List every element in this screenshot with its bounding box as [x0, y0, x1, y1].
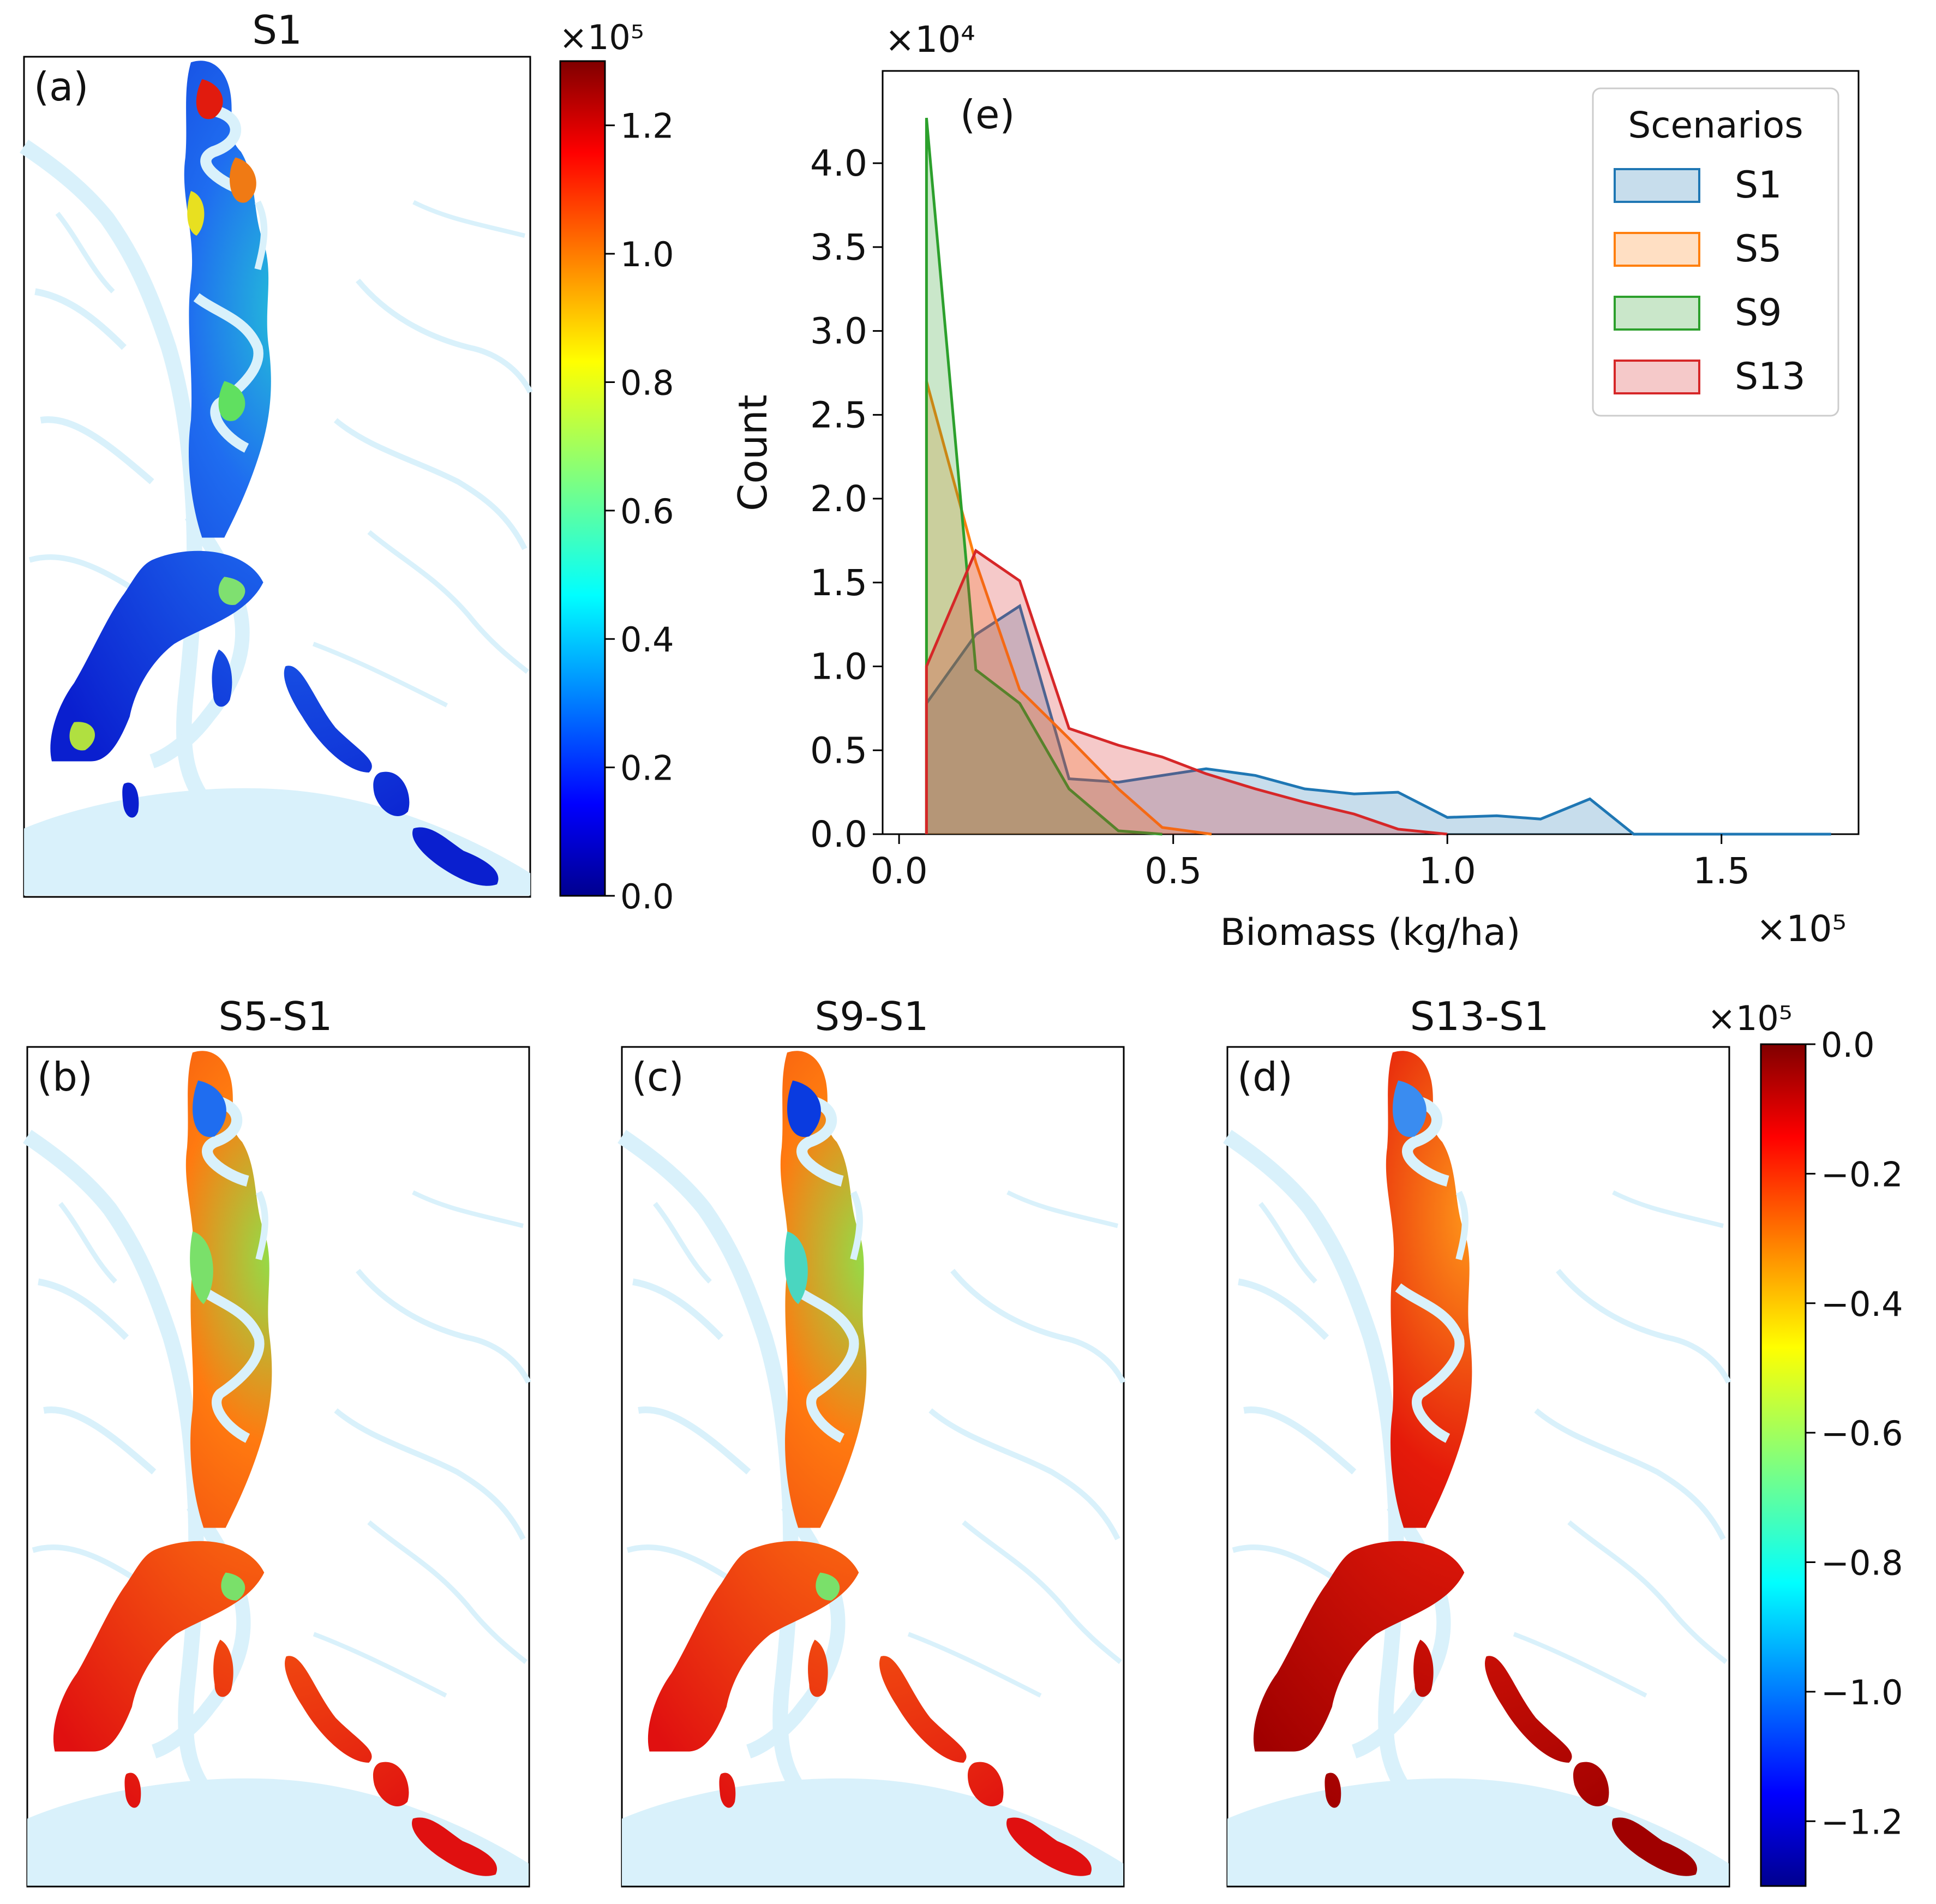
- y-tick-label: 0.0: [810, 813, 867, 855]
- legend: Scenarios S1 S5 S9 S13: [1592, 87, 1839, 417]
- x-tick-label: 0.5: [1144, 850, 1202, 892]
- series-area-s5: [926, 381, 1212, 834]
- high-biomass-patch: [229, 157, 256, 203]
- colorbar-tick-label: −0.4: [1821, 1284, 1903, 1324]
- legend-swatch-s9: [1614, 296, 1700, 331]
- panel-e-tag: (e): [960, 92, 1015, 137]
- colorbar-tick-label: −1.0: [1821, 1673, 1903, 1713]
- colorbar-tick-label: 0.8: [620, 363, 674, 403]
- legend-label-s1: S1: [1735, 164, 1782, 207]
- high-biomass-patch: [196, 79, 223, 119]
- y-tick-label: 3.0: [810, 310, 867, 352]
- series-line-s1: [925, 603, 1831, 836]
- colorbar-top-gradient: [559, 60, 606, 897]
- colorbar-top-exponent: ×10⁵: [559, 17, 644, 57]
- panel-c-tag: (c): [632, 1054, 684, 1100]
- colorbar-tick-label: 1.2: [620, 106, 674, 146]
- legend-title: Scenarios: [1628, 104, 1803, 146]
- legend-label-s13: S13: [1735, 355, 1806, 398]
- y-exponent-label: ×10⁴: [885, 19, 975, 61]
- panel-b-frame: [26, 1046, 530, 1888]
- panel-c-title: S9-S1: [814, 993, 928, 1039]
- y-tick-label: 3.5: [810, 226, 867, 268]
- y-tick-label: 4.0: [810, 142, 867, 184]
- colorbar-top: 0.0 0.2 0.4 0.6 0.8 1.0 1.2 ×10⁵: [559, 17, 674, 917]
- histogram-panel-e: 0.0 0.5 1.0 1.5 0.0 0.5 1.0 1.5 2.0 2.5 3.0 3.5 4.0…: [730, 19, 1860, 954]
- series-area-s9: [926, 118, 1162, 835]
- colorbar-bottom-gradient: [1760, 1043, 1807, 1887]
- y-tick-label: 2.5: [810, 394, 867, 436]
- series-area-s13: [926, 550, 1448, 834]
- colorbar-tick-label: −0.6: [1821, 1414, 1903, 1453]
- panel-d-frame: [1226, 1046, 1730, 1888]
- panel-d-tag: (d): [1237, 1054, 1293, 1100]
- panel-b: (b): [26, 1046, 530, 1888]
- panel-a-title: S1: [252, 7, 302, 53]
- large-loss-patch: [787, 1080, 821, 1137]
- panel-a-tag: (a): [34, 64, 88, 110]
- legend-swatch-s5: [1614, 232, 1700, 267]
- legend-swatch-s1: [1614, 168, 1700, 203]
- colorbar-tick-label: 0.0: [1821, 1025, 1875, 1065]
- panel-d: (d): [1226, 1046, 1730, 1888]
- colorbar-bottom-exponent: ×10⁵: [1707, 998, 1793, 1038]
- series-line-s5: [925, 381, 1212, 836]
- mid-biomass-patch: [69, 722, 95, 751]
- x-tick-label: 1.5: [1693, 850, 1750, 892]
- x-tick-label: 0.0: [871, 850, 928, 892]
- colorbar-tick-label: 1.0: [620, 235, 674, 274]
- panel-b-title: S5-S1: [218, 993, 332, 1039]
- moderate-loss-patch: [190, 1231, 213, 1304]
- x-tick-label: 1.0: [1419, 850, 1476, 892]
- colorbar-tick-label: −0.8: [1821, 1543, 1903, 1583]
- colorbar-tick-label: 0.2: [620, 749, 674, 788]
- large-loss-patch: [1393, 1080, 1426, 1137]
- panel-d-title: S13-S1: [1410, 993, 1549, 1039]
- y-tick-label: 1.0: [810, 646, 867, 688]
- series-line-s13: [925, 548, 1448, 836]
- mid-biomass-patch: [218, 381, 245, 421]
- legend-label-s9: S9: [1735, 291, 1782, 334]
- panel-c: (c): [621, 1046, 1125, 1888]
- y-tick-label: 0.5: [810, 729, 867, 771]
- panel-c-frame: [621, 1046, 1125, 1888]
- y-tick-label: 2.0: [810, 478, 867, 520]
- legend-swatch-s13: [1614, 360, 1700, 394]
- mid-biomass-patch: [218, 577, 245, 605]
- x-axis-label: Biomass (kg/ha): [1220, 911, 1521, 954]
- moderate-loss-patch: [816, 1572, 840, 1601]
- colorbar-tick-label: −1.2: [1821, 1802, 1903, 1842]
- large-loss-patch: [193, 1080, 226, 1137]
- panel-a: (a): [24, 56, 530, 897]
- colorbar-tick-label: 0.4: [620, 620, 674, 660]
- high-biomass-patch: [187, 191, 205, 236]
- colorbar-tick-label: 0.0: [620, 877, 674, 917]
- panel-b-tag: (b): [37, 1054, 93, 1100]
- series-line-s9: [925, 117, 1162, 836]
- x-exponent-label: ×10⁵: [1756, 908, 1847, 950]
- colorbar-tick-label: 0.6: [620, 492, 674, 531]
- y-axis-label: Count: [730, 394, 776, 511]
- colorbar-tick-label: −0.2: [1821, 1154, 1903, 1194]
- moderate-loss-patch: [221, 1572, 245, 1601]
- moderate-loss-patch: [784, 1231, 808, 1304]
- colorbar-bottom: 0.0 −0.2 −0.4 −0.6 −0.8 −1.0 −1.2 ×10⁵: [1707, 998, 1903, 1887]
- legend-label-s5: S5: [1735, 227, 1782, 271]
- y-tick-label: 1.5: [810, 562, 867, 604]
